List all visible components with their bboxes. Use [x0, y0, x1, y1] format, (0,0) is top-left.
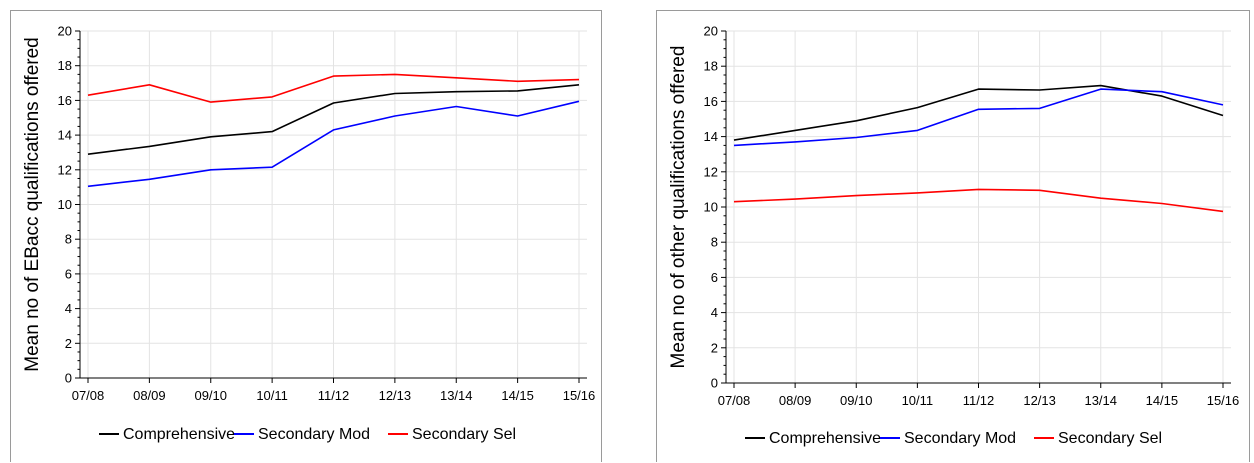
y-tick-label: 14 — [58, 128, 72, 143]
legend-label: Secondary Sel — [412, 426, 516, 443]
x-tick-label: 13/14 — [440, 388, 473, 403]
y-tick-label: 10 — [704, 200, 718, 215]
ebacc-chart: 0 2 4 6 8 10 12 14 16 18 20 07/08 08/09 09/10 10/11 11/… — [11, 11, 601, 463]
x-tick-label: 07/08 — [72, 388, 105, 403]
other-chart: 0 2 4 6 8 10 12 14 16 18 20 07/08 08/09 09/10 10/11 11/… — [657, 11, 1249, 463]
legend-label: Secondary Mod — [904, 430, 1016, 447]
x-tick-label: 11/12 — [318, 388, 350, 403]
y-tick-label: 16 — [704, 94, 718, 109]
x-tick-label: 13/14 — [1084, 393, 1117, 408]
y-tick-label: 4 — [711, 305, 718, 320]
y-tick-label: 2 — [65, 336, 72, 351]
x-tick-label: 12/13 — [1023, 393, 1056, 408]
y-tick-label: 12 — [704, 164, 718, 179]
y-tick-label: 0 — [65, 371, 72, 386]
y-tick-label: 16 — [58, 93, 72, 108]
x-tick-label: 11/12 — [963, 393, 995, 408]
y-tick-label: 8 — [65, 232, 72, 247]
y-tick-label: 18 — [58, 58, 72, 73]
legend-label: Comprehensive — [769, 430, 881, 447]
y-tick-label: 12 — [58, 162, 72, 177]
legend-label: Comprehensive — [123, 426, 235, 443]
x-tick-label: 10/11 — [256, 388, 288, 403]
x-tick-label: 09/10 — [840, 393, 873, 408]
y-tick-label: 4 — [65, 301, 72, 316]
x-tick-label: 08/09 — [133, 388, 166, 403]
x-tick-label: 12/13 — [379, 388, 412, 403]
x-tick-label: 15/16 — [563, 388, 596, 403]
chart-panel-ebacc: 0 2 4 6 8 10 12 14 16 18 20 07/08 08/09 09/10 10/11 11/… — [10, 10, 602, 462]
x-tick-label: 08/09 — [779, 393, 812, 408]
y-tick-label: 14 — [704, 129, 718, 144]
y-tick-label: 8 — [711, 235, 718, 250]
x-tick-label: 07/08 — [718, 393, 751, 408]
y-tick-label: 20 — [58, 24, 72, 39]
x-tick-label: 14/15 — [1146, 393, 1179, 408]
x-tick-label: 09/10 — [194, 388, 227, 403]
y-tick-label: 20 — [704, 24, 718, 39]
y-axis-label: Mean no of other qualifications offered — [668, 46, 689, 369]
y-tick-label: 10 — [58, 197, 72, 212]
y-tick-label: 18 — [704, 59, 718, 74]
chart-panel-other: 0 2 4 6 8 10 12 14 16 18 20 07/08 08/09 09/10 10/11 11/… — [656, 10, 1250, 462]
y-tick-label: 6 — [65, 266, 72, 281]
y-tick-label: 6 — [711, 270, 718, 285]
y-tick-label: 0 — [711, 376, 718, 391]
x-tick-label: 10/11 — [902, 393, 934, 408]
y-tick-label: 2 — [711, 340, 718, 355]
x-tick-label: 14/15 — [501, 388, 534, 403]
y-axis-label: Mean no of EBacc qualifications offered — [22, 37, 43, 371]
legend-label: Secondary Mod — [258, 426, 370, 443]
x-tick-label: 15/16 — [1207, 393, 1240, 408]
legend-label: Secondary Sel — [1058, 430, 1162, 447]
